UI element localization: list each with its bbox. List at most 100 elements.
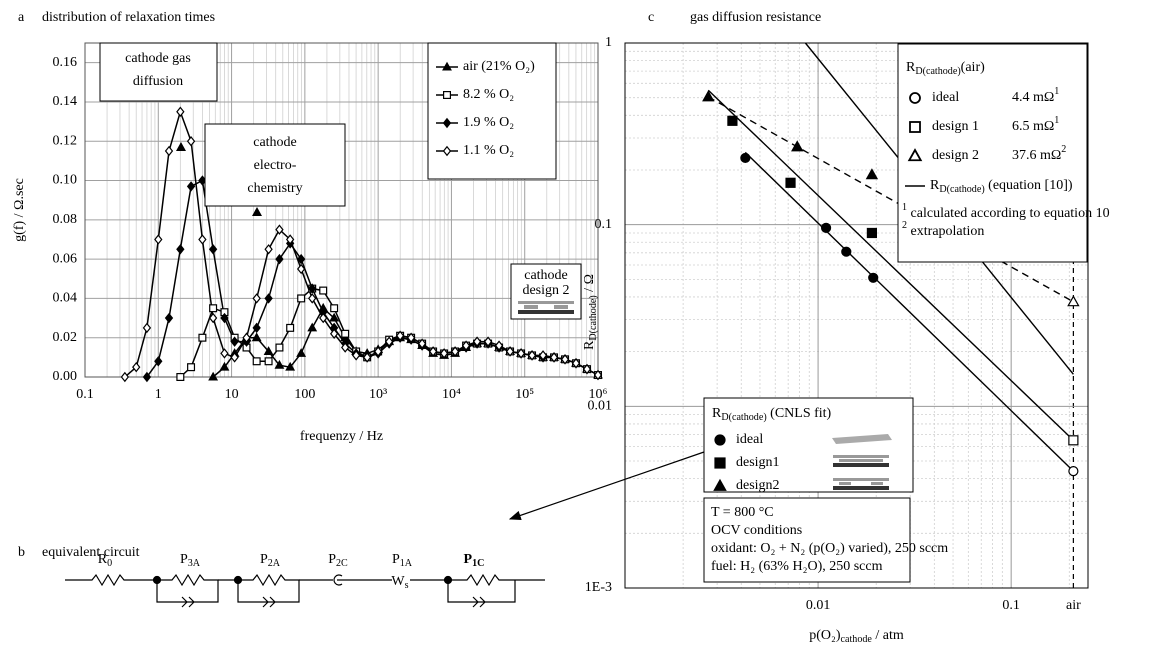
cell-icon [518,301,574,304]
y-tick-label: 0.10 [53,173,78,188]
marker [154,234,163,245]
node [443,575,453,585]
marker [251,332,262,342]
annotation-box [510,263,582,320]
marker [866,227,878,239]
text-segment: 1 [1054,115,1059,126]
x-tick-label: 10 [225,387,239,402]
marker [275,343,284,352]
annotation-box [99,42,218,102]
y-tick-label: 1E-3 [585,580,612,595]
footnote: 2 extrapolation [902,220,984,239]
annotation-text: diffusion [133,74,183,89]
marker [142,322,152,334]
y-tick-label: 0.12 [53,133,78,148]
marker [841,246,852,257]
legend-label: ideal [736,432,763,447]
conditions-box [703,497,911,583]
text-segment: 1A [400,558,413,569]
marker [308,283,317,294]
text-segment: extrapolation [907,224,984,239]
legend-label: design1 [736,455,780,470]
legend-label: RD(cathode) (equation [10]) [930,178,1073,195]
conditions-text: oxidant: O₂ + N₂ (p(O₂) varied), 250 scc… [711,541,948,556]
marker [264,244,273,255]
marker [909,92,921,104]
marker [120,371,130,383]
marker [198,333,207,342]
cell-icon [554,305,568,309]
cell-icon [839,459,883,462]
element-label: R0 [98,552,112,569]
marker [820,222,832,233]
y-tick-label: 0.16 [53,55,78,70]
chart-title: distribution of relaxation times [42,10,215,25]
legend-box [703,397,914,493]
text-segment: / atm [872,628,904,643]
marker [362,352,372,363]
marker [297,294,306,303]
legend-label: design 1 [932,119,979,134]
text-segment: P [260,552,268,567]
marker [713,478,727,491]
marker [714,457,726,469]
marker [208,312,218,324]
marker [538,350,548,361]
marker [341,329,350,338]
marker [442,117,452,129]
annotation-pointer [252,207,262,216]
rq-element [447,573,545,608]
text-segment: P [392,552,400,567]
cell-icon [839,482,851,485]
text-segment: D(cathode) [939,184,984,195]
marker [186,181,196,192]
marker [186,136,196,147]
marker [319,312,328,324]
legend-label: 8.2 % O₂ [463,87,514,102]
marker [263,346,274,355]
marker [187,363,196,372]
text-segment: W [391,574,405,589]
legend-label: ideal [932,90,959,105]
legend-label: design2 [736,478,780,493]
marker [307,322,318,332]
marker [443,90,452,99]
marker [252,293,261,304]
x-tick-label: air [1066,598,1081,613]
cell-icon [833,478,889,481]
x-tick-label: 10⁴ [442,387,461,402]
footnote: 1 calculated according to equation 10 [902,202,1110,221]
text-segment: R [98,552,108,567]
legend-label: air (21% O₂) [463,59,535,74]
text-segment: 0 [107,558,112,569]
text-segment: 6.5 mΩ [1012,119,1054,134]
marker [164,145,174,157]
text-segment: 1 [1054,86,1059,97]
annotation-text: design 2 [522,283,569,298]
marker [275,224,284,235]
annotation-text: electro- [254,158,297,173]
text-segment: R [582,340,597,350]
plot-frame [624,42,1089,589]
text-segment: P [180,552,188,567]
x-tick-label: 0.01 [806,598,831,613]
marker [275,253,284,265]
rq-element [156,573,219,608]
marker [702,90,715,102]
cell-icon [871,482,883,485]
marker [571,358,581,369]
x-tick-label: 10³ [369,387,387,402]
marker [428,346,438,357]
marker [582,363,592,375]
text-segment: P [464,552,473,567]
annotation-text: cathode [524,268,568,283]
x-tick-label: 0.1 [1002,598,1020,613]
legend-label: design 2 [932,148,979,163]
x-tick-label: 10⁶ [589,387,608,402]
marker [219,361,230,371]
legend-box [427,42,557,180]
marker [176,244,185,255]
marker [740,152,751,164]
marker [791,140,804,152]
